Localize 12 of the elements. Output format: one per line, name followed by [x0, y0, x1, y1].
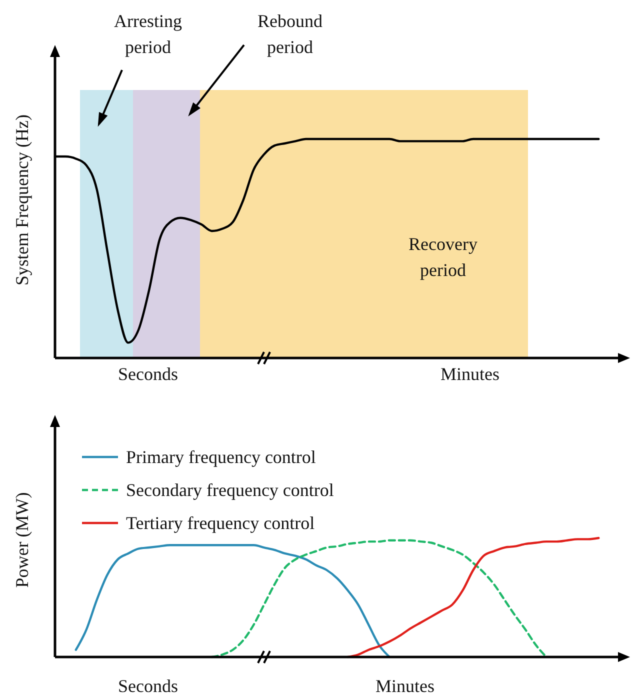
- legend-label: Primary frequency control: [126, 447, 316, 467]
- annotation: Recovery period: [408, 234, 478, 280]
- text: Rebound period: [258, 11, 322, 57]
- text: Minutes: [375, 676, 435, 696]
- legend-label: Tertiary frequency control: [126, 513, 315, 533]
- text: Seconds: [118, 364, 178, 384]
- text: Minutes: [440, 364, 500, 384]
- text: Seconds: [118, 676, 178, 696]
- y-axis-title: Power (MW): [12, 492, 32, 588]
- legend-label: Secondary frequency control: [126, 480, 334, 500]
- text: Arresting period: [114, 11, 182, 57]
- y-axis-title: System Frequency (Hz): [12, 114, 32, 286]
